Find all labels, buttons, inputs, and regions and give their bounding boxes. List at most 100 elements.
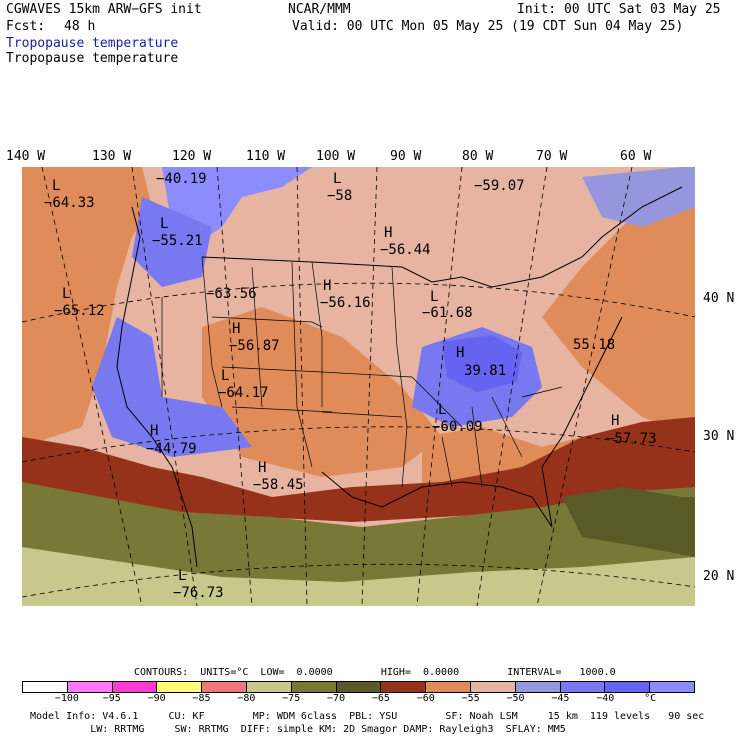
colorbar-tick-label: −55 (461, 693, 480, 704)
map-letter: L (160, 216, 169, 232)
map-value: −56.44 (380, 242, 431, 258)
center-name: NCAR/MMM (288, 2, 351, 17)
map-value: 39.81 (464, 363, 507, 379)
map-value: −64.17 (218, 385, 269, 401)
map-value: −56.16 (320, 295, 371, 311)
map-value: −60.09 (432, 419, 483, 435)
colorbar-swatch (67, 682, 113, 692)
tropopause-map (22, 167, 695, 606)
lat-label: 40 N (703, 291, 735, 306)
model-info-line2: LW: RRTMG SW: RRTMG DIFF: simple KM: 2D … (30, 724, 566, 735)
colorbar-tick-label: −50 (506, 693, 525, 704)
map-letter: H (258, 460, 267, 476)
lat-label: 20 N (703, 569, 735, 584)
colorbar-swatch (202, 682, 247, 692)
colorbar-swatch (291, 682, 337, 692)
colorbar-tick-label: −75 (282, 693, 301, 704)
map-value: −58 (327, 188, 353, 204)
model-info-line1: Model Info: V4.6.1 CU: KF MP: WDM 6class… (30, 711, 705, 722)
lon-label: 60 W (620, 149, 652, 164)
map-value: −59.07 (474, 178, 525, 194)
map-letter: H (611, 413, 620, 429)
colorbar (22, 681, 695, 693)
map-letter: L (430, 289, 439, 305)
colorbar-tick-label: −60 (416, 693, 435, 704)
fcst-value: 48 h (64, 19, 96, 34)
map-value: −57.73 (606, 431, 657, 447)
state-borders (161, 256, 563, 488)
model-title: CGWAVES 15km ARW−GFS init (6, 2, 202, 17)
init-time: Init: 00 UTC Sat 03 May 25 (517, 2, 721, 17)
field-lavender-ne (582, 167, 695, 227)
lon-label: 90 W (390, 149, 422, 164)
lon-label: 100 W (316, 149, 356, 164)
field-blue-core (442, 335, 522, 392)
map-letter: H (232, 321, 241, 337)
map-value: −40.19 (156, 171, 207, 187)
colorbar-tick-label: −70 (327, 693, 346, 704)
map-value: −65.12 (54, 303, 105, 319)
colorbar-swatch (23, 682, 68, 692)
map-value: −63.56 (206, 286, 257, 302)
field-orange-west (22, 167, 152, 447)
map-value: −61.68 (422, 305, 473, 321)
map-letter: L (178, 568, 187, 584)
field-title-blue: Tropopause temperature (6, 36, 179, 51)
colorbar-swatch (650, 682, 694, 692)
map-letter: H (150, 423, 159, 439)
colorbar-swatch (381, 682, 427, 692)
map-letter: L (438, 402, 447, 418)
colorbar-swatch (336, 682, 382, 692)
map-value: −56.87 (229, 338, 280, 354)
map-letter: L (333, 171, 342, 187)
map-value: 55.18 (573, 337, 616, 353)
field-khaki-south (22, 547, 695, 606)
lon-label: 70 W (536, 149, 568, 164)
map-value: −64.33 (44, 195, 95, 211)
colorbar-tick-label: −40 (596, 693, 615, 704)
map-value: −55.21 (152, 233, 203, 249)
valid-time: Valid: 00 UTC Mon 05 May 25 (19 CDT Sun … (292, 19, 684, 34)
lon-label: 80 W (462, 149, 494, 164)
map-value: −58.45 (253, 477, 304, 493)
field-blue-southwest (92, 317, 252, 457)
lon-label: 140 W (6, 149, 46, 164)
colorbar-tick-label: °C (644, 693, 657, 704)
colorbar-tick-label: −80 (237, 693, 256, 704)
lon-label: 110 W (246, 149, 286, 164)
colorbar-swatch (157, 682, 203, 692)
colorbar-swatch (112, 682, 158, 692)
colorbar-swatch (246, 682, 292, 692)
colorbar-swatch (605, 682, 651, 692)
lon-label: 130 W (92, 149, 132, 164)
graticule (22, 167, 695, 606)
field-blue-northwest (132, 197, 212, 287)
map-value: −44.79 (146, 441, 197, 457)
map-value: −76.73 (173, 585, 224, 601)
map-letter: H (323, 278, 332, 294)
lon-label: 120 W (172, 149, 212, 164)
colorbar-tick-label: −95 (102, 693, 121, 704)
colorbar-swatch (515, 682, 561, 692)
field-orange-nw (22, 167, 72, 207)
map-letter: L (221, 368, 230, 384)
map-letter: L (62, 286, 71, 302)
coastlines (116, 186, 683, 568)
contours-info: CONTOURS: UNITS=°C LOW= 0.0000 HIGH= 0.0… (134, 667, 616, 678)
map-letter: H (384, 225, 393, 241)
field-title: Tropopause temperature (6, 51, 179, 66)
colorbar-swatch (560, 682, 606, 692)
map-letter: H (456, 345, 465, 361)
field-darkolive-east (562, 487, 695, 557)
colorbar-tick-label: −65 (371, 693, 390, 704)
fcst-label: Fcst: (6, 19, 46, 34)
colorbar-tick-label: −45 (551, 693, 570, 704)
colorbar-tick-label: −85 (192, 693, 211, 704)
lat-label: 30 N (703, 429, 735, 444)
field-orange-east (542, 167, 695, 437)
colorbar-swatch (470, 682, 516, 692)
map-letter: L (52, 178, 61, 194)
colorbar-swatch (426, 682, 471, 692)
colorbar-tick-label: −90 (147, 693, 166, 704)
colorbar-tick-label: −100 (54, 693, 79, 704)
